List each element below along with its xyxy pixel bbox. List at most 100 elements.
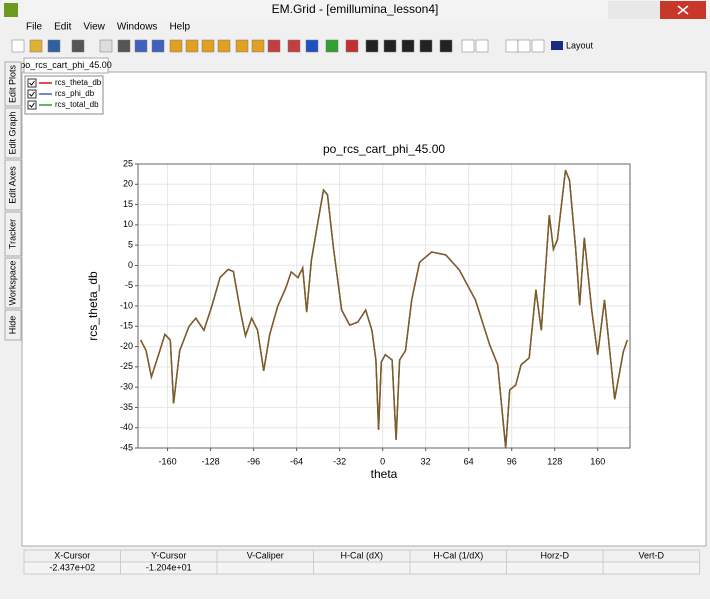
status-value-cell — [506, 561, 604, 575]
toolbar-icon[interactable] — [383, 39, 397, 53]
legend-label: rcs_phi_db — [55, 89, 95, 98]
toolbar-icon[interactable] — [325, 39, 339, 53]
plot-frame — [137, 163, 631, 449]
side-tab-label[interactable]: Hide — [7, 316, 17, 335]
status-header: H-Cal (dX) — [340, 550, 383, 560]
maximize-button[interactable] — [634, 1, 660, 19]
chart-title: po_rcs_cart_phi_45.00 — [323, 142, 445, 156]
y-tick-label: -20 — [120, 341, 133, 351]
y-tick-label: -40 — [120, 422, 133, 432]
layout-icon[interactable] — [551, 41, 563, 50]
x-tick-label: 0 — [380, 456, 385, 466]
toolbar-icon[interactable] — [217, 39, 231, 53]
toolbar-icon[interactable] — [531, 39, 545, 53]
side-tab[interactable] — [4, 309, 22, 341]
toolbar-icon[interactable] — [419, 39, 433, 53]
legend-checkbox[interactable] — [27, 89, 37, 99]
status-value-cell — [409, 561, 507, 575]
side-tab[interactable] — [4, 61, 22, 107]
y-tick-label: -15 — [120, 321, 133, 331]
status-header: H-Cal (1/dX) — [433, 550, 483, 560]
status-value-cell — [216, 561, 314, 575]
toolbar-icon[interactable] — [251, 39, 265, 53]
x-tick-label: 96 — [507, 456, 517, 466]
toolbar-icon[interactable] — [47, 39, 61, 53]
side-tab[interactable] — [4, 159, 22, 211]
minimize-button[interactable] — [608, 1, 634, 19]
y-tick-label: -30 — [120, 382, 133, 392]
toolbar-icon[interactable] — [475, 39, 489, 53]
side-tab-label[interactable]: Edit Graph — [7, 111, 17, 154]
series-line — [140, 169, 628, 449]
toolbar-icon[interactable] — [201, 39, 215, 53]
toolbar-icon[interactable] — [345, 39, 359, 53]
x-tick-label: -64 — [290, 456, 303, 466]
toolbar-icon[interactable] — [267, 39, 281, 53]
status-header: Y-Cursor — [151, 550, 186, 560]
title-bar — [0, 0, 710, 20]
toolbar-icon[interactable] — [117, 39, 131, 53]
status-bar: X-Cursor Y-Cursor V-Caliper H-Cal (dX) H-Cal… — [23, 549, 700, 575]
y-tick-label: -5 — [125, 280, 133, 290]
menu-item[interactable]: File — [26, 22, 43, 33]
legend-label: rcs_theta_db — [55, 78, 102, 87]
toolbar-icon[interactable] — [99, 39, 113, 53]
x-axis-label: theta — [371, 467, 398, 481]
toolbar-icon[interactable] — [401, 39, 415, 53]
side-tab-label[interactable]: Edit Plots — [7, 64, 17, 103]
toolbar-icon[interactable] — [29, 39, 43, 53]
toolbar-icon[interactable] — [461, 39, 475, 53]
y-tick-label: 5 — [128, 240, 133, 250]
y-tick-label: -10 — [120, 300, 133, 310]
menu-item[interactable]: Edit — [54, 22, 71, 33]
side-tabs: Edit Plots Edit Graph Edit Axes Tracker Work… — [4, 61, 22, 341]
layout-button[interactable]: Layout — [566, 40, 594, 50]
toolbar-icon[interactable] — [185, 39, 199, 53]
y-tick-label: 20 — [123, 179, 133, 189]
x-tick-label: -32 — [333, 456, 346, 466]
app-icon — [4, 3, 18, 17]
menu-item[interactable]: View — [83, 22, 105, 33]
menu-item[interactable]: Windows — [117, 22, 158, 33]
y-tick-label: -45 — [120, 442, 133, 452]
toolbar-icon[interactable] — [439, 39, 453, 53]
toolbar-icon[interactable] — [71, 39, 85, 53]
toolbar-icon[interactable] — [517, 39, 531, 53]
side-tab-label[interactable]: Tracker — [7, 219, 17, 249]
legend-check — [29, 102, 35, 108]
toolbar-icon[interactable] — [151, 39, 165, 53]
toolbar-icon[interactable] — [11, 39, 25, 53]
plot-tab[interactable] — [23, 57, 109, 74]
side-tab-label[interactable]: Workspace — [7, 261, 17, 306]
x-tick-label: -160 — [159, 456, 177, 466]
toolbar-icon[interactable] — [287, 39, 301, 53]
toolbar-icon[interactable] — [235, 39, 249, 53]
x-tick-label: 160 — [590, 456, 605, 466]
menu-item[interactable]: Help — [169, 22, 190, 33]
toolbar-icon[interactable] — [365, 39, 379, 53]
status-value: -1.204e+01 — [146, 562, 192, 572]
toolbar-icon[interactable] — [305, 39, 319, 53]
toolbar: Layout — [0, 36, 710, 56]
side-tab[interactable] — [4, 257, 22, 309]
side-tab-label[interactable]: Edit Axes — [7, 166, 17, 204]
x-tick-label: -128 — [202, 456, 220, 466]
y-tick-label: -35 — [120, 402, 133, 412]
side-tab[interactable] — [4, 211, 22, 257]
legend-label: rcs_total_db — [55, 100, 99, 109]
legend-checkbox[interactable] — [27, 78, 37, 88]
side-tab[interactable] — [4, 107, 22, 159]
toolbar-icon[interactable] — [169, 39, 183, 53]
x-tick-label: 32 — [421, 456, 431, 466]
y-tick-label: 10 — [123, 219, 133, 229]
y-tick-label: 25 — [123, 158, 133, 168]
plot-tab-label[interactable]: po_rcs_cart_phi_45.00 — [20, 60, 112, 70]
toolbar-icon[interactable] — [134, 39, 148, 53]
status-value-cell — [313, 561, 411, 575]
legend-checkbox[interactable] — [27, 100, 37, 110]
status-header: Horz-D — [541, 550, 570, 560]
toolbar-icon[interactable] — [505, 39, 519, 53]
